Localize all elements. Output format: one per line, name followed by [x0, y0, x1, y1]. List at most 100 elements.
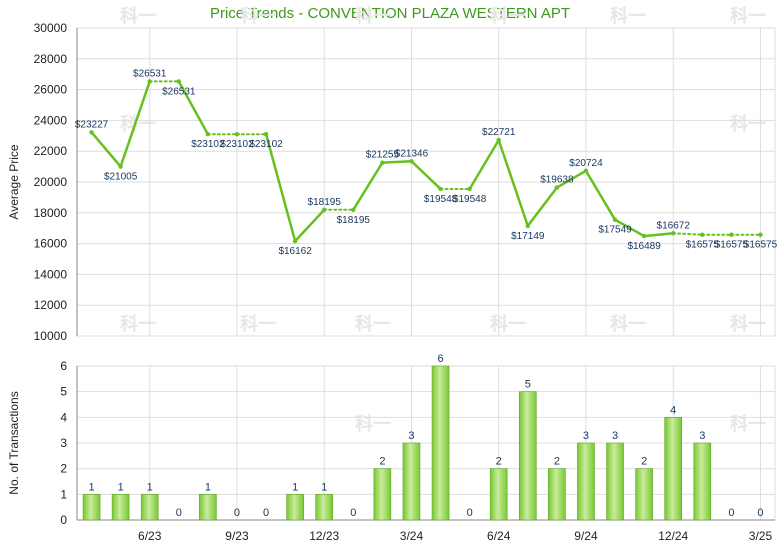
bar-y-axis-title: No. of Transactions [7, 391, 21, 494]
bar-value-label: 0 [728, 507, 734, 519]
bar-value-label: 2 [496, 456, 502, 468]
watermark-text: 科一 [490, 313, 526, 335]
price-y-axis-title: Average Price [7, 144, 21, 219]
watermark-text: 科一 [730, 313, 766, 335]
bar-y-tick-label: 3 [60, 436, 67, 450]
price-y-tick-label: 14000 [34, 267, 68, 281]
price-point [496, 137, 501, 143]
x-tick-label: 3/24 [400, 529, 424, 543]
price-line-segment [119, 80, 151, 168]
transaction-bar [82, 494, 101, 521]
price-y-tick-label: 24000 [34, 113, 68, 127]
transaction-bar [199, 494, 217, 521]
price-line-segment [497, 138, 530, 228]
price-value-label: $19548 [424, 194, 458, 205]
bar-value-label: 0 [176, 507, 182, 519]
watermark-text: 科一 [730, 5, 766, 27]
bar-y-tick-label: 6 [60, 359, 67, 373]
price-value-label: $18195 [337, 215, 371, 226]
price-y-tick-label: 18000 [34, 206, 68, 220]
bar-value-label: 1 [292, 481, 298, 493]
x-tick-label: 12/23 [309, 529, 339, 543]
price-point [89, 130, 94, 135]
bar-value-label: 0 [467, 507, 473, 519]
price-point [467, 186, 472, 192]
price-value-label: $26531 [162, 86, 196, 97]
x-tick-label: 6/24 [487, 529, 511, 543]
watermark-text: 科一 [355, 5, 391, 27]
price-value-label: $21346 [395, 148, 429, 159]
bar-value-label: 1 [118, 481, 124, 493]
chart-title: Price Trends - CONVENTION PLAZA WESTERN … [209, 5, 571, 22]
transaction-bar [286, 494, 304, 521]
transaction-bar [315, 494, 334, 521]
price-y-tick-label: 20000 [34, 175, 68, 189]
price-point [409, 159, 414, 164]
price-value-label: $21255 [366, 150, 400, 161]
transaction-bar [635, 468, 653, 521]
price-point [525, 223, 530, 229]
price-value-label: $23102 [191, 139, 225, 150]
watermark-text: 科一 [490, 5, 526, 27]
watermark-text: 科一 [730, 113, 766, 135]
price-line-segment [293, 208, 326, 243]
price-value-label: $18195 [308, 197, 342, 208]
price-point [205, 132, 211, 137]
price-line-segment [672, 232, 704, 236]
watermark-text: 科一 [240, 5, 276, 27]
transaction-bar [664, 417, 683, 521]
price-value-label: $17149 [511, 231, 545, 242]
bar-value-label: 1 [205, 481, 211, 493]
watermark-text: 科一 [120, 113, 156, 135]
bar-y-tick-label: 0 [60, 513, 67, 527]
price-point [147, 79, 152, 84]
price-point [292, 238, 298, 244]
bar-value-label: 3 [612, 430, 618, 442]
price-point [758, 232, 763, 237]
price-y-tick-label: 26000 [34, 83, 68, 97]
price-value-label: $21005 [104, 172, 138, 183]
price-value-label: $16575 [686, 240, 720, 251]
price-y-tick-label: 28000 [34, 52, 68, 66]
price-point [641, 233, 647, 239]
price-point [729, 232, 734, 237]
transaction-bar [140, 494, 159, 521]
transaction-bar [606, 442, 624, 521]
price-line-segment [90, 131, 122, 168]
price-value-label: $23102 [220, 139, 254, 150]
bar-y-tick-label: 1 [60, 487, 67, 501]
price-line-segment [468, 138, 500, 191]
price-value-label: $23227 [75, 119, 109, 130]
price-point [351, 207, 356, 212]
price-line-segment [410, 160, 442, 191]
price-y-tick-label: 12000 [34, 298, 68, 312]
price-point [118, 164, 123, 169]
bar-value-label: 2 [641, 456, 647, 468]
price-value-label: $16672 [657, 220, 691, 231]
price-value-label: $16162 [278, 246, 312, 257]
price-line-segment [642, 232, 675, 238]
bar-value-label: 0 [263, 507, 269, 519]
transaction-bar [373, 468, 392, 521]
price-line-segment [352, 161, 384, 212]
price-value-label: $19548 [453, 194, 487, 205]
bar-value-label: 3 [699, 430, 705, 442]
price-line-segment [584, 169, 617, 221]
price-y-tick-label: 10000 [34, 329, 68, 343]
price-line-segment [613, 218, 646, 238]
bar-value-label: 2 [554, 456, 560, 468]
price-line-segment [381, 160, 413, 164]
price-point [700, 232, 705, 237]
bar-y-tick-label: 4 [60, 410, 67, 424]
price-point [176, 79, 181, 84]
price-line-segment [177, 80, 210, 136]
x-tick-label: 3/25 [749, 529, 773, 543]
price-value-label: $19638 [540, 175, 574, 186]
watermark-text: 科一 [355, 313, 391, 335]
bar-value-label: 5 [525, 379, 531, 391]
watermark-text: 科一 [355, 413, 391, 435]
bar-y-tick-label: 5 [60, 385, 67, 399]
price-value-label: $16575 [744, 240, 778, 251]
x-tick-label: 6/23 [138, 529, 162, 543]
price-value-label: $17549 [598, 225, 632, 236]
